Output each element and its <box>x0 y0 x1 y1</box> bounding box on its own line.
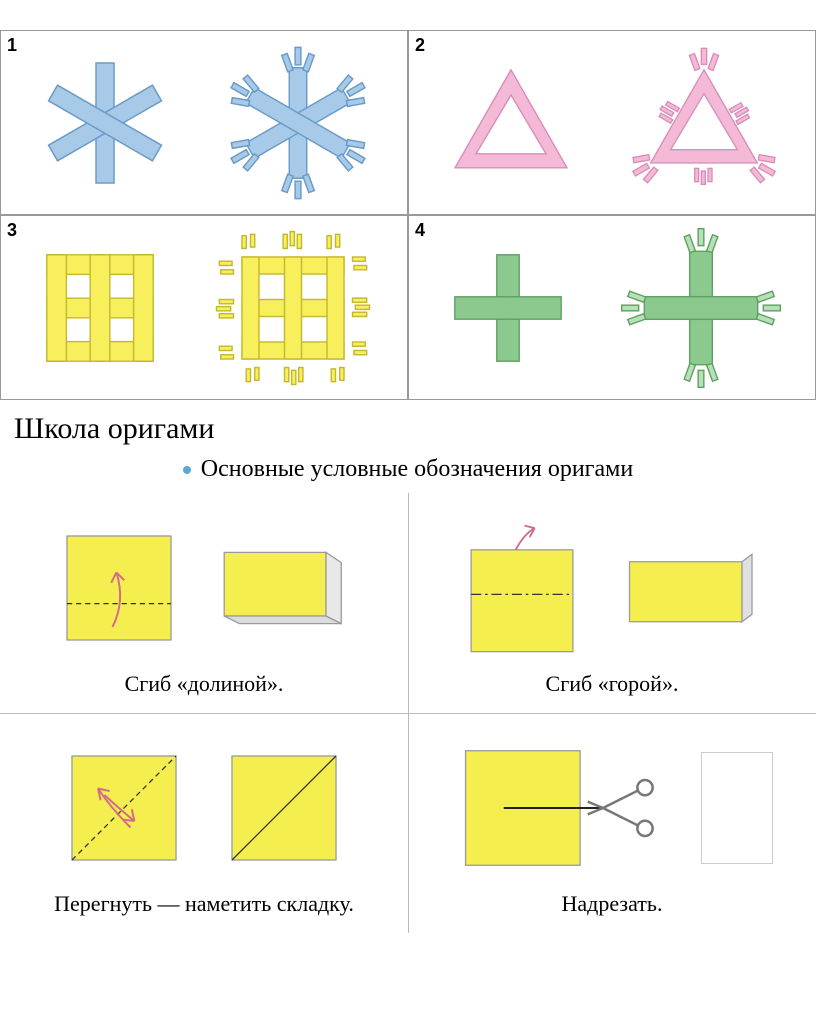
triangle-plain-icon <box>436 53 586 193</box>
valley-fold-result-icon <box>214 533 354 643</box>
page-title: Школа оригами <box>14 412 816 446</box>
crease-square-solid-icon <box>219 743 349 873</box>
panel-3: 3 <box>0 215 408 400</box>
valley-fold-square-icon <box>54 523 184 653</box>
square-weave-fringe-icon <box>208 223 378 393</box>
bullet-icon <box>183 466 191 474</box>
subtitle-text: Основные условные обозначения оригами <box>201 456 633 483</box>
crease-square-dash-icon <box>59 743 189 873</box>
panel-4-label: 4 <box>415 220 425 241</box>
panel-1: 1 <box>0 30 408 215</box>
panel-3-label: 3 <box>7 220 17 241</box>
panel-1-label: 1 <box>7 35 17 56</box>
notation-crease-fold: Перегнуть — наметить складку. <box>0 713 408 933</box>
panel-2-label: 2 <box>415 35 425 56</box>
mountain-fold-square-icon <box>457 518 587 658</box>
caption-valley: Сгиб «долиной». <box>125 671 284 697</box>
cross-fringe-icon <box>616 223 786 393</box>
caption-mountain: Сгиб «горой». <box>546 671 679 697</box>
triangle-fringe-icon <box>619 43 789 203</box>
diagram-row <box>451 733 773 883</box>
subtitle-row: Основные условные обозначения оригами <box>0 456 816 483</box>
snowflake-plain-icon <box>30 48 180 198</box>
panel-2: 2 <box>408 30 816 215</box>
blank-placeholder <box>701 752 773 864</box>
cut-square-scissors-icon <box>451 738 671 878</box>
diagram-row <box>457 513 767 663</box>
notation-cut: Надрезать. <box>408 713 816 933</box>
top-grid: 1 <box>0 30 816 400</box>
caption-cut: Надрезать. <box>562 891 663 917</box>
page-container: 1 <box>0 30 816 933</box>
mountain-fold-result-icon <box>617 538 767 638</box>
cross-plain-icon <box>438 238 578 378</box>
panel-4: 4 <box>408 215 816 400</box>
notation-mountain-fold: Сгиб «горой». <box>408 493 816 713</box>
caption-crease: Перегнуть — наметить складку. <box>54 891 354 917</box>
diagram-row <box>54 513 354 663</box>
bottom-grid: Сгиб «долиной». Сгиб «горой». <box>0 493 816 933</box>
diagram-row <box>59 733 349 883</box>
snowflake-fringe-icon <box>218 43 378 203</box>
square-weave-icon <box>30 238 170 378</box>
notation-valley-fold: Сгиб «долиной». <box>0 493 408 713</box>
